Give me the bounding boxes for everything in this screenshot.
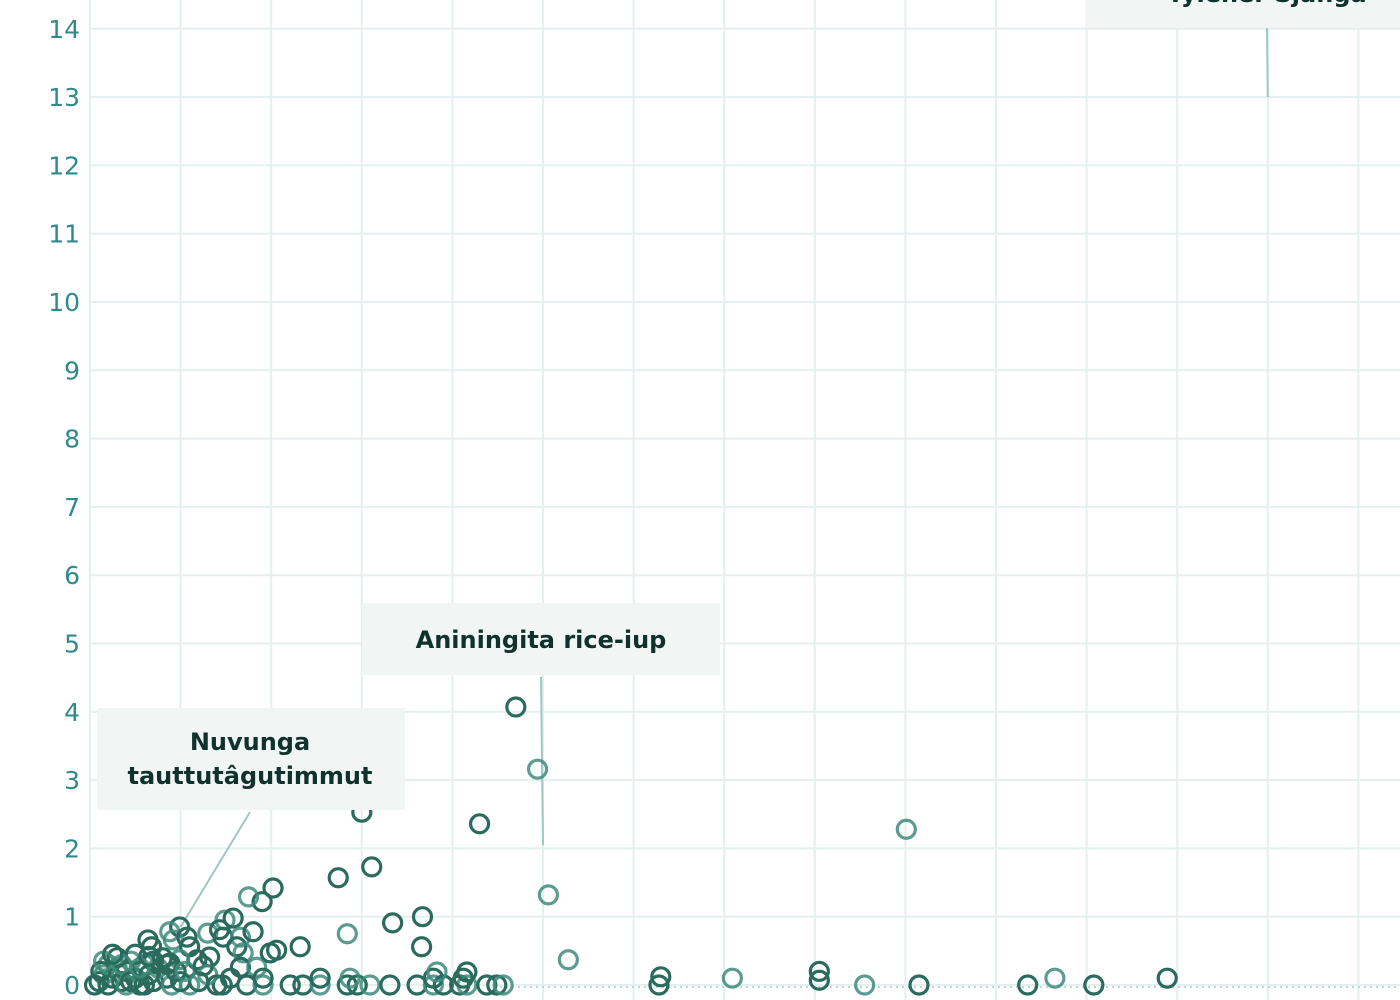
data-point xyxy=(456,961,478,983)
annotation-aniningita: Aniningita rice-iup xyxy=(362,603,720,675)
data-point xyxy=(246,956,268,978)
annotation-leader-line xyxy=(1266,27,1269,98)
data-point xyxy=(1083,974,1105,996)
data-point xyxy=(309,967,331,989)
data-point xyxy=(102,943,124,965)
data-point xyxy=(229,926,251,948)
data-point xyxy=(808,969,830,991)
data-point xyxy=(222,907,244,929)
data-point xyxy=(252,967,274,989)
data-point xyxy=(339,967,361,989)
data-point xyxy=(537,884,560,906)
data-point xyxy=(1156,967,1178,989)
y-tick-label: 11 xyxy=(48,220,80,249)
data-point xyxy=(124,943,146,965)
y-tick-label: 12 xyxy=(48,151,80,180)
y-tick-label: 0 xyxy=(64,971,80,1000)
data-point xyxy=(895,818,917,840)
data-point xyxy=(492,974,514,996)
data-point xyxy=(289,936,311,958)
data-point xyxy=(160,974,183,996)
data-point xyxy=(192,955,214,977)
y-tick-label: 9 xyxy=(64,356,80,385)
data-point xyxy=(721,967,743,989)
data-point xyxy=(1017,974,1039,996)
annotation-tylener: Tylener Sjanga xyxy=(1086,0,1400,28)
data-point xyxy=(361,856,383,878)
data-point xyxy=(382,912,404,934)
y-tick-label: 13 xyxy=(48,83,80,112)
data-point xyxy=(505,696,527,718)
data-point xyxy=(650,966,672,988)
data-point xyxy=(219,967,242,989)
y-tick-label: 2 xyxy=(64,834,80,863)
y-tick-label: 10 xyxy=(48,288,80,317)
data-point xyxy=(468,813,491,835)
data-point xyxy=(854,974,876,996)
y-tick-label: 4 xyxy=(64,698,80,727)
data-point xyxy=(252,974,274,996)
y-tick-label: 1 xyxy=(64,903,80,932)
data-points xyxy=(83,696,1178,996)
data-point xyxy=(279,974,301,996)
y-tick-label: 6 xyxy=(64,561,80,590)
annotation-text: Tylener Sjanga xyxy=(1167,0,1366,8)
data-point xyxy=(242,921,264,943)
y-tick-label: 3 xyxy=(64,766,80,795)
data-point xyxy=(411,906,434,928)
data-point xyxy=(176,926,198,948)
data-point xyxy=(379,974,401,996)
data-point xyxy=(327,867,349,889)
annotation-leader-line xyxy=(179,811,251,928)
data-point xyxy=(526,758,549,780)
annotation-nuvunga: Nuvunga tauttutâgutimmut xyxy=(97,708,405,810)
data-point xyxy=(908,974,930,996)
data-point xyxy=(336,923,358,945)
data-point xyxy=(266,939,288,961)
data-point xyxy=(648,974,670,996)
data-point xyxy=(808,960,830,982)
data-point xyxy=(262,877,284,899)
data-point xyxy=(557,949,579,971)
data-point xyxy=(309,974,331,996)
data-point xyxy=(251,891,273,913)
data-point xyxy=(410,936,433,958)
data-point xyxy=(426,961,448,983)
data-point xyxy=(422,974,444,996)
annotation-text: Aniningita rice-iup xyxy=(416,626,667,654)
data-point xyxy=(226,936,248,958)
annotation-text: Nuvunga xyxy=(190,728,310,756)
y-tick-label: 7 xyxy=(64,493,80,522)
data-point xyxy=(83,974,106,996)
data-point xyxy=(232,942,254,964)
data-point xyxy=(486,974,508,996)
data-point xyxy=(1044,967,1066,989)
data-point xyxy=(156,953,178,976)
y-tick-label: 8 xyxy=(64,425,80,454)
y-tick-label: 5 xyxy=(64,630,80,659)
data-point xyxy=(359,974,381,996)
data-point xyxy=(174,960,196,982)
data-point xyxy=(476,974,498,996)
grid xyxy=(89,0,1400,1000)
y-tick-label: 14 xyxy=(48,15,80,44)
data-point xyxy=(138,945,160,967)
data-point xyxy=(237,886,260,908)
annotation-text: tauttutâgutimmut xyxy=(128,762,373,790)
